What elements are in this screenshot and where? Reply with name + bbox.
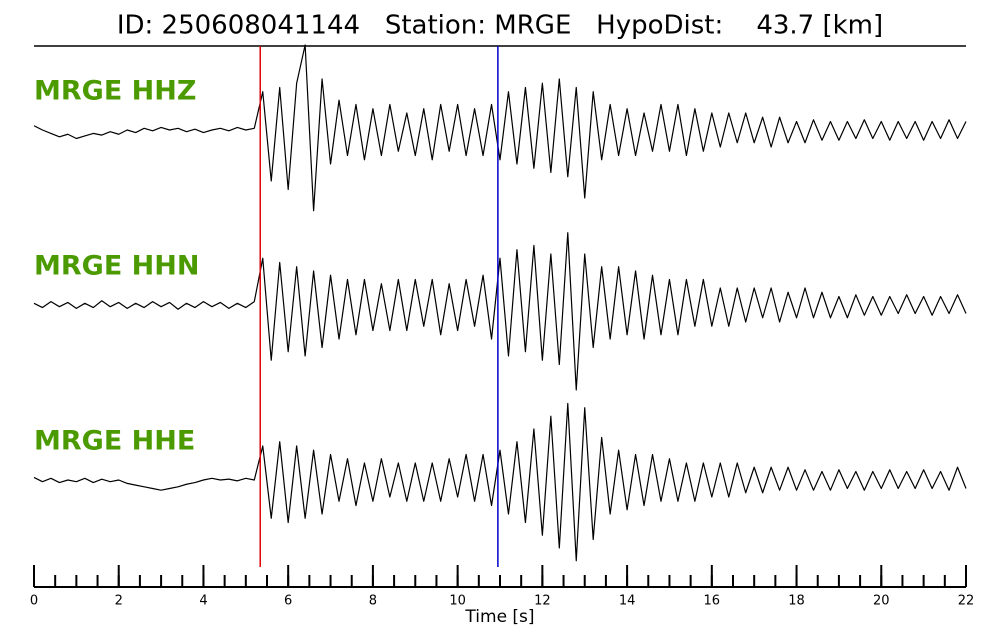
x-tick-label: 4 [199,594,207,609]
trace-label: MRGE HHE [34,426,195,457]
trace-label: MRGE HHN [34,251,199,282]
x-tick-label: 2 [115,594,123,609]
x-tick-label: 0 [30,594,38,609]
x-tick-label: 18 [788,594,805,609]
trace-label: MRGE HHZ [34,76,196,107]
x-tick-label: 14 [619,594,636,609]
x-axis-label: Time [s] [464,607,534,627]
waveform [33,44,967,212]
chart-title: ID: 250608041144 Station: MRGE HypoDist:… [117,11,883,41]
x-tick-label: 22 [958,594,975,609]
x-tick-label: 8 [369,594,377,609]
x-tick-label: 16 [704,594,721,609]
x-tick-label: 10 [449,594,466,609]
waveform [33,402,967,562]
x-tick-label: 20 [873,594,890,609]
x-tick-label: 12 [534,594,551,609]
x-tick-label: 6 [284,594,292,609]
waveform [33,232,967,391]
